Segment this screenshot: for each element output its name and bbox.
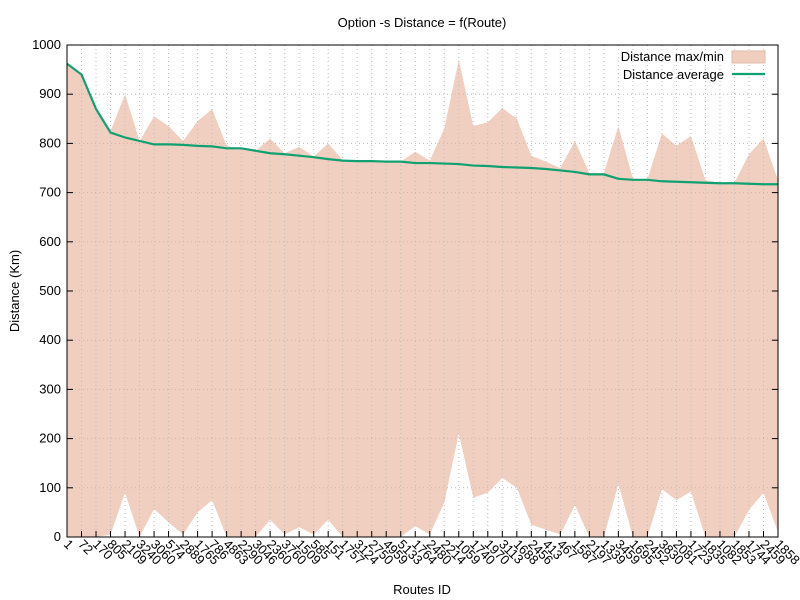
x-tick-label: 1 [61, 537, 77, 553]
y-tick-label: 1000 [32, 37, 61, 52]
y-tick-label: 0 [54, 529, 61, 544]
y-tick-label: 100 [39, 480, 61, 495]
y-tick-label: 800 [39, 135, 61, 150]
y-tick-label: 900 [39, 86, 61, 101]
y-tick-label: 400 [39, 332, 61, 347]
legend-label: Distance average [623, 67, 724, 82]
y-tick-label: 700 [39, 185, 61, 200]
y-tick-label: 500 [39, 283, 61, 298]
chart-title: Option -s Distance = f(Route) [338, 15, 507, 30]
legend-label: Distance max/min [621, 49, 724, 64]
y-tick-label: 300 [39, 381, 61, 396]
average-line [66, 62, 778, 186]
x-axis-label: Routes ID [393, 582, 451, 597]
range-band [67, 59, 778, 537]
y-tick-label: 600 [39, 234, 61, 249]
y-tick-label: 200 [39, 431, 61, 446]
y-axis-label: Distance (Km) [7, 250, 22, 332]
legend-swatch [731, 50, 766, 64]
